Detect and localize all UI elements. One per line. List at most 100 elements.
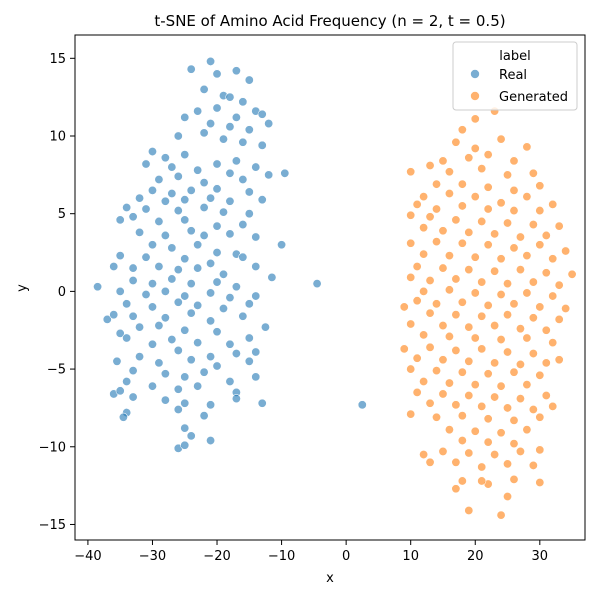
point-generated	[464, 153, 474, 163]
point-generated	[451, 274, 461, 284]
point-real	[231, 349, 241, 359]
point-real	[180, 398, 190, 408]
point-generated	[406, 238, 416, 248]
point-generated	[509, 299, 519, 309]
point-generated	[451, 484, 461, 494]
point-real	[186, 308, 196, 318]
point-generated	[444, 331, 454, 341]
x-tick-label: −10	[268, 549, 295, 564]
point-generated	[464, 322, 474, 332]
point-generated	[419, 377, 429, 387]
point-generated	[444, 378, 454, 388]
legend-box	[452, 41, 578, 111]
point-generated	[451, 345, 461, 355]
point-generated	[464, 265, 474, 275]
point-generated	[554, 355, 564, 365]
point-generated	[554, 280, 564, 290]
point-generated	[464, 356, 474, 366]
point-generated	[477, 476, 487, 486]
x-axis-label: x	[326, 571, 334, 586]
point-generated	[541, 268, 551, 278]
point-generated	[470, 252, 480, 262]
point-generated	[444, 425, 454, 435]
point-real	[122, 377, 132, 387]
point-generated	[541, 325, 551, 335]
point-generated	[509, 206, 519, 216]
point-generated	[412, 262, 422, 272]
point-real	[128, 263, 138, 273]
point-real	[180, 215, 190, 225]
point-real	[186, 64, 196, 74]
point-generated	[503, 347, 513, 357]
plot-frame	[74, 34, 586, 541]
point-real	[147, 279, 157, 289]
point-generated	[412, 387, 422, 397]
point-generated	[509, 243, 519, 253]
point-real	[193, 165, 203, 175]
point-generated	[438, 156, 448, 166]
point-real	[186, 355, 196, 365]
point-real	[167, 188, 177, 198]
point-generated	[432, 204, 442, 214]
point-real	[225, 196, 235, 206]
point-real	[154, 175, 164, 185]
point-generated	[457, 297, 467, 307]
point-real	[141, 159, 151, 169]
point-real	[199, 230, 209, 240]
point-generated	[451, 215, 461, 225]
point-real	[193, 106, 203, 116]
point-generated	[561, 303, 571, 313]
point-generated	[503, 459, 513, 469]
points-layer	[93, 56, 577, 520]
point-generated	[490, 266, 500, 276]
point-generated	[535, 181, 545, 191]
x-tick-label: 20	[467, 549, 484, 564]
point-real	[193, 381, 203, 391]
point-real	[206, 56, 216, 66]
x-tick-label: −30	[139, 549, 166, 564]
point-generated	[567, 269, 577, 279]
point-generated	[451, 400, 461, 410]
point-real	[112, 356, 122, 366]
point-generated	[412, 296, 422, 306]
point-real	[160, 369, 170, 379]
point-real	[244, 299, 254, 309]
point-real	[206, 316, 216, 326]
point-real	[238, 311, 248, 321]
point-generated	[522, 251, 532, 261]
point-generated	[457, 125, 467, 135]
point-real	[244, 333, 254, 343]
point-real	[231, 156, 241, 166]
point-generated	[528, 404, 538, 414]
point-real	[225, 293, 235, 303]
point-generated	[509, 156, 519, 166]
point-real	[160, 230, 170, 240]
point-generated	[412, 199, 422, 209]
point-generated	[496, 289, 506, 299]
point-real	[147, 185, 157, 195]
point-real	[212, 159, 222, 169]
point-generated	[528, 349, 538, 359]
point-generated	[464, 505, 474, 515]
point-real	[206, 400, 216, 410]
point-real	[193, 338, 203, 348]
point-generated	[412, 353, 422, 363]
point-real	[115, 328, 125, 338]
point-generated	[432, 179, 442, 189]
point-generated	[477, 164, 487, 174]
point-generated	[503, 170, 513, 180]
point-real	[186, 279, 196, 289]
point-generated	[515, 232, 525, 242]
point-real	[154, 262, 164, 272]
point-real	[212, 277, 222, 287]
point-generated	[535, 240, 545, 250]
point-real	[180, 372, 190, 382]
point-real	[199, 411, 209, 421]
y-tick-label: 15	[49, 52, 66, 67]
point-generated	[406, 210, 416, 220]
point-real	[147, 302, 157, 312]
point-generated	[444, 188, 454, 198]
point-real	[115, 251, 125, 261]
point-generated	[515, 446, 525, 456]
point-real	[141, 252, 151, 262]
